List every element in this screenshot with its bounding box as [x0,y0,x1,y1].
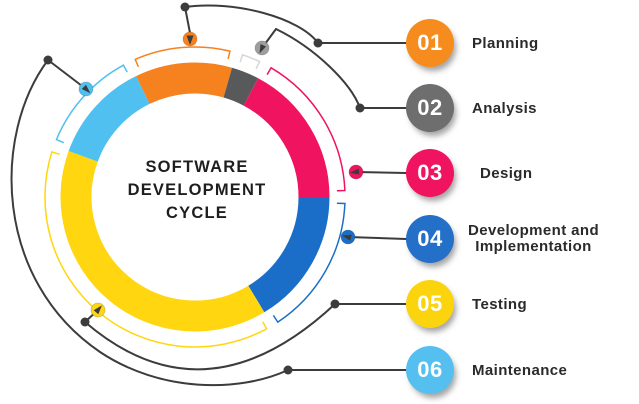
step-label: Analysis [472,99,537,117]
connector-planning [184,4,407,44]
step-row-planning: 01 Planning [406,19,539,67]
step-row-testing: 05 Testing [406,280,527,328]
marker-maintenance [78,81,94,97]
connector-analysis [275,28,407,109]
dot [180,2,190,12]
dot [43,55,53,65]
title-line-2: DEVELOPMENT [128,181,267,199]
arrow-down-left-icon [259,44,266,54]
arrow-down-right-icon [81,84,91,94]
dot [330,299,340,309]
segment-testing [60,151,265,332]
connector-testing [84,303,407,371]
step-row-maintenance: 06 Maintenance [406,346,567,394]
step-label: Development and Implementation [468,223,599,255]
bracket-development [272,202,346,324]
bracket-analysis [239,53,261,70]
step-label: Maintenance [472,361,568,379]
arrow-left-icon [342,234,352,241]
bracket-design [266,66,346,192]
step-label: Planning [472,34,539,52]
step-row-development: 04 Development and Implementation [406,215,599,263]
connectors [10,4,407,387]
marker-design [348,164,364,180]
connector-dots [43,2,365,375]
arrow-up-right-icon [93,305,102,315]
step-number-badge: 02 [406,84,454,132]
dot [80,317,90,327]
segment-planning [136,62,233,105]
marker-analysis [254,40,270,56]
step-label-line-1: Development and [468,222,600,239]
marker-development [340,229,356,245]
dot [355,103,365,113]
step-label: Design [480,164,533,182]
step-number-badge: 03 [406,149,454,197]
marker-planning [182,31,198,47]
bracket-planning [134,46,231,68]
step-label-line-2: Implementation [475,238,592,255]
marker-testing [90,302,106,318]
title-line-1: SOFTWARE [145,158,248,176]
step-number-badge: 01 [406,19,454,67]
arrow-down-icon [186,35,194,45]
connector-maintenance-stem [47,59,87,90]
step-row-design: 03 Design [406,149,532,197]
connector-development [347,236,407,240]
title-line-3: CYCLE [166,204,228,222]
step-number-badge: 04 [406,215,454,263]
connector-maintenance [10,59,407,387]
dot [313,38,323,48]
step-row-analysis: 02 Analysis [406,84,537,132]
segment-design [243,78,330,198]
segment-development [247,196,330,313]
arrow-left-icon [350,168,360,175]
step-number-badge: 06 [406,346,454,394]
segment-analysis [223,67,259,106]
donut-chart [44,46,346,348]
connector-design [355,171,407,174]
donut-center-title: SOFTWARE DEVELOPMENT CYCLE [128,158,267,222]
step-label: Testing [472,295,528,313]
segment-markers [78,31,364,318]
bracket-maintenance [55,64,128,144]
segment-maintenance [68,76,151,163]
step-number-badge: 05 [406,280,454,328]
dot [283,365,293,375]
